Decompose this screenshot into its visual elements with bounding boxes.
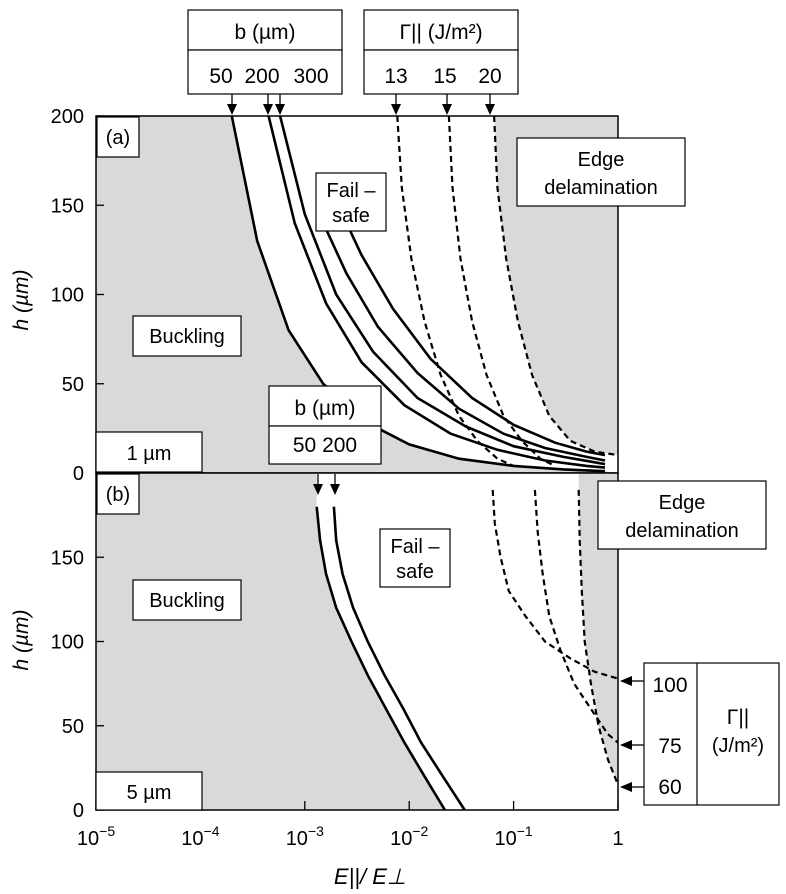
arrowhead-b300 bbox=[275, 104, 285, 115]
x-tick-label-1: 10−4 bbox=[181, 823, 219, 850]
gamma-b-legend-value-75: 75 bbox=[658, 735, 681, 758]
panel-a-y-axis-label: h (µm) bbox=[10, 269, 33, 330]
x-tick-label-3: 10−2 bbox=[390, 823, 428, 850]
inner-b-legend-values: 50 200 bbox=[293, 434, 357, 457]
y-tick-label-a-2: 100 bbox=[51, 285, 84, 307]
fail-safe-b-label-line1: Fail – bbox=[391, 536, 441, 558]
b-legend-value-300: 300 bbox=[293, 65, 328, 88]
top-legend-arrows bbox=[227, 94, 495, 115]
fail-safe-label-line2: safe bbox=[332, 205, 370, 227]
arrowhead-g15 bbox=[442, 104, 452, 115]
y-tick-label-a-0: 0 bbox=[73, 463, 84, 485]
edge-delamination-label-line1: Edge bbox=[578, 149, 625, 171]
gamma-b-legend-title: Γ|| bbox=[727, 706, 749, 729]
corner-label: 1 µm bbox=[127, 443, 172, 465]
y-tick-label-b-0: 0 bbox=[73, 800, 84, 822]
panel-b-y-axis-label: h (µm) bbox=[10, 609, 33, 670]
panel-b: 0 50 100 150 10−5 10−4 10−3 10−2 10−1 1 h (µm) E… bbox=[10, 473, 779, 889]
edge-delamination-b-label-line2: delamination bbox=[625, 520, 738, 542]
inner-b-legend-title: b (µm) bbox=[294, 397, 355, 420]
x-tick-label-0: 10−5 bbox=[77, 823, 115, 850]
gamma-legend-value-20: 20 bbox=[478, 65, 501, 88]
arrowhead-g60 bbox=[620, 782, 632, 792]
panel-b-label: (b) bbox=[106, 484, 130, 506]
gamma-b-legend-value-100: 100 bbox=[652, 674, 687, 697]
buckling-label: Buckling bbox=[149, 326, 225, 348]
arrowhead-g20 bbox=[485, 104, 495, 115]
gamma-b-legend-value-60: 60 bbox=[658, 776, 681, 799]
b-legend-title: b (µm) bbox=[234, 21, 295, 44]
gamma-legend-value-15: 15 bbox=[433, 65, 456, 88]
y-tick-label-a-1: 50 bbox=[62, 374, 84, 396]
edge-delamination-b-label-line1: Edge bbox=[659, 492, 706, 514]
b-legend-value-200: 200 bbox=[244, 65, 279, 88]
fail-safe-label-line1: Fail – bbox=[327, 180, 377, 202]
y-tick-label-b-3: 150 bbox=[51, 547, 84, 569]
gamma-b-legend-arrows bbox=[620, 676, 644, 792]
gamma-legend-value-13: 13 bbox=[384, 65, 407, 88]
fail-safe-b-label-line2: safe bbox=[396, 561, 434, 583]
gamma-legend-title: Γ|| (J/m²) bbox=[399, 21, 482, 44]
buckling-b-label: Buckling bbox=[149, 590, 225, 612]
corner-b-label: 5 µm bbox=[127, 782, 172, 804]
arrowhead-b200 bbox=[263, 104, 273, 115]
arrowhead-b50 bbox=[227, 104, 237, 115]
arrowhead-g13 bbox=[391, 104, 401, 115]
x-axis-label: E||/ E⊥ bbox=[334, 864, 406, 889]
y-tick-label-a-4: 200 bbox=[51, 106, 84, 128]
y-tick-label-a-3: 150 bbox=[51, 195, 84, 217]
x-tick-label-4: 10−1 bbox=[494, 823, 532, 850]
y-tick-label-b-2: 100 bbox=[51, 632, 84, 654]
gamma-b-legend-unit: (J/m²) bbox=[712, 735, 764, 757]
panel-a-label: (a) bbox=[106, 127, 130, 149]
x-tick-label-2: 10−3 bbox=[286, 823, 324, 850]
b-legend-value-50: 50 bbox=[209, 65, 232, 88]
x-tick-label-5: 1 bbox=[612, 828, 623, 850]
arrowhead-g100 bbox=[620, 676, 632, 686]
edge-delamination-label-line2: delamination bbox=[544, 177, 657, 199]
y-tick-label-b-1: 50 bbox=[62, 716, 84, 738]
arrowhead-g75 bbox=[620, 740, 632, 750]
